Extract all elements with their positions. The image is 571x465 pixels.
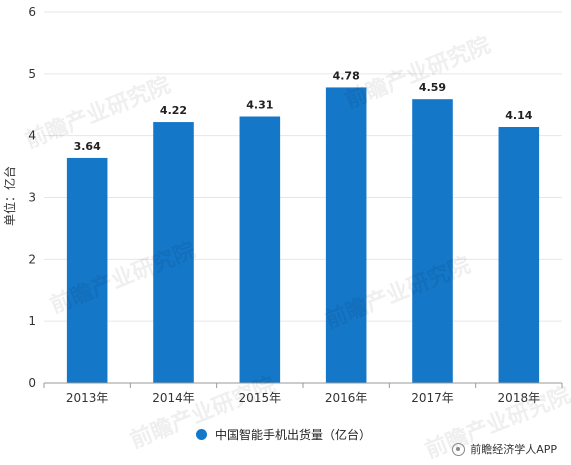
x-tick-label: 2014年 [152,391,195,405]
legend-label: 中国智能手机出货量（亿台） [215,427,372,442]
x-axis-ticks: 2013年 2014年 2015年 2016年 2017年 2018年 [43,383,563,405]
x-tick-label: 2015年 [239,391,282,405]
grid-lines [44,11,562,322]
y-tick-label: 3 [28,191,36,205]
brand-label: 前瞻经济学人APP [470,443,557,456]
brand-badge: 前瞻经济学人APP [452,441,557,457]
y-tick-label: 5 [28,67,36,81]
bar [66,157,108,383]
bar [412,99,453,383]
bar-value-label: 4.78 [333,69,360,82]
x-tick-label: 2013年 [66,391,109,405]
y-tick-label: 1 [28,314,36,328]
x-tick-label: 2018年 [498,391,541,405]
y-tick-label: 6 [28,5,36,19]
data-labels: 3.64 4.22 4.31 4.78 4.59 4.14 [74,69,533,152]
y-axis-ticks: 0 1 2 3 4 5 6 [28,5,36,390]
y-tick-label: 4 [28,129,36,143]
x-tick-label: 2017年 [411,391,454,405]
bar-value-label: 4.14 [505,109,532,122]
bar [325,87,367,383]
bars [66,87,540,384]
x-tick-label: 2016年 [325,391,368,405]
y-axis-label: 单位：亿台 [2,166,17,226]
bar [239,116,281,383]
legend-swatch [196,428,207,440]
y-tick-label: 0 [28,376,36,390]
bar [153,122,194,384]
y-tick-label: 2 [28,252,36,266]
brand-logo-icon [452,442,466,456]
bar-value-label: 3.64 [74,140,101,153]
bar-value-label: 4.31 [246,98,273,111]
bar-value-label: 4.59 [419,81,446,94]
bar-value-label: 4.22 [160,104,187,117]
legend: 中国智能手机出货量（亿台） [196,426,371,442]
bar [498,127,540,383]
